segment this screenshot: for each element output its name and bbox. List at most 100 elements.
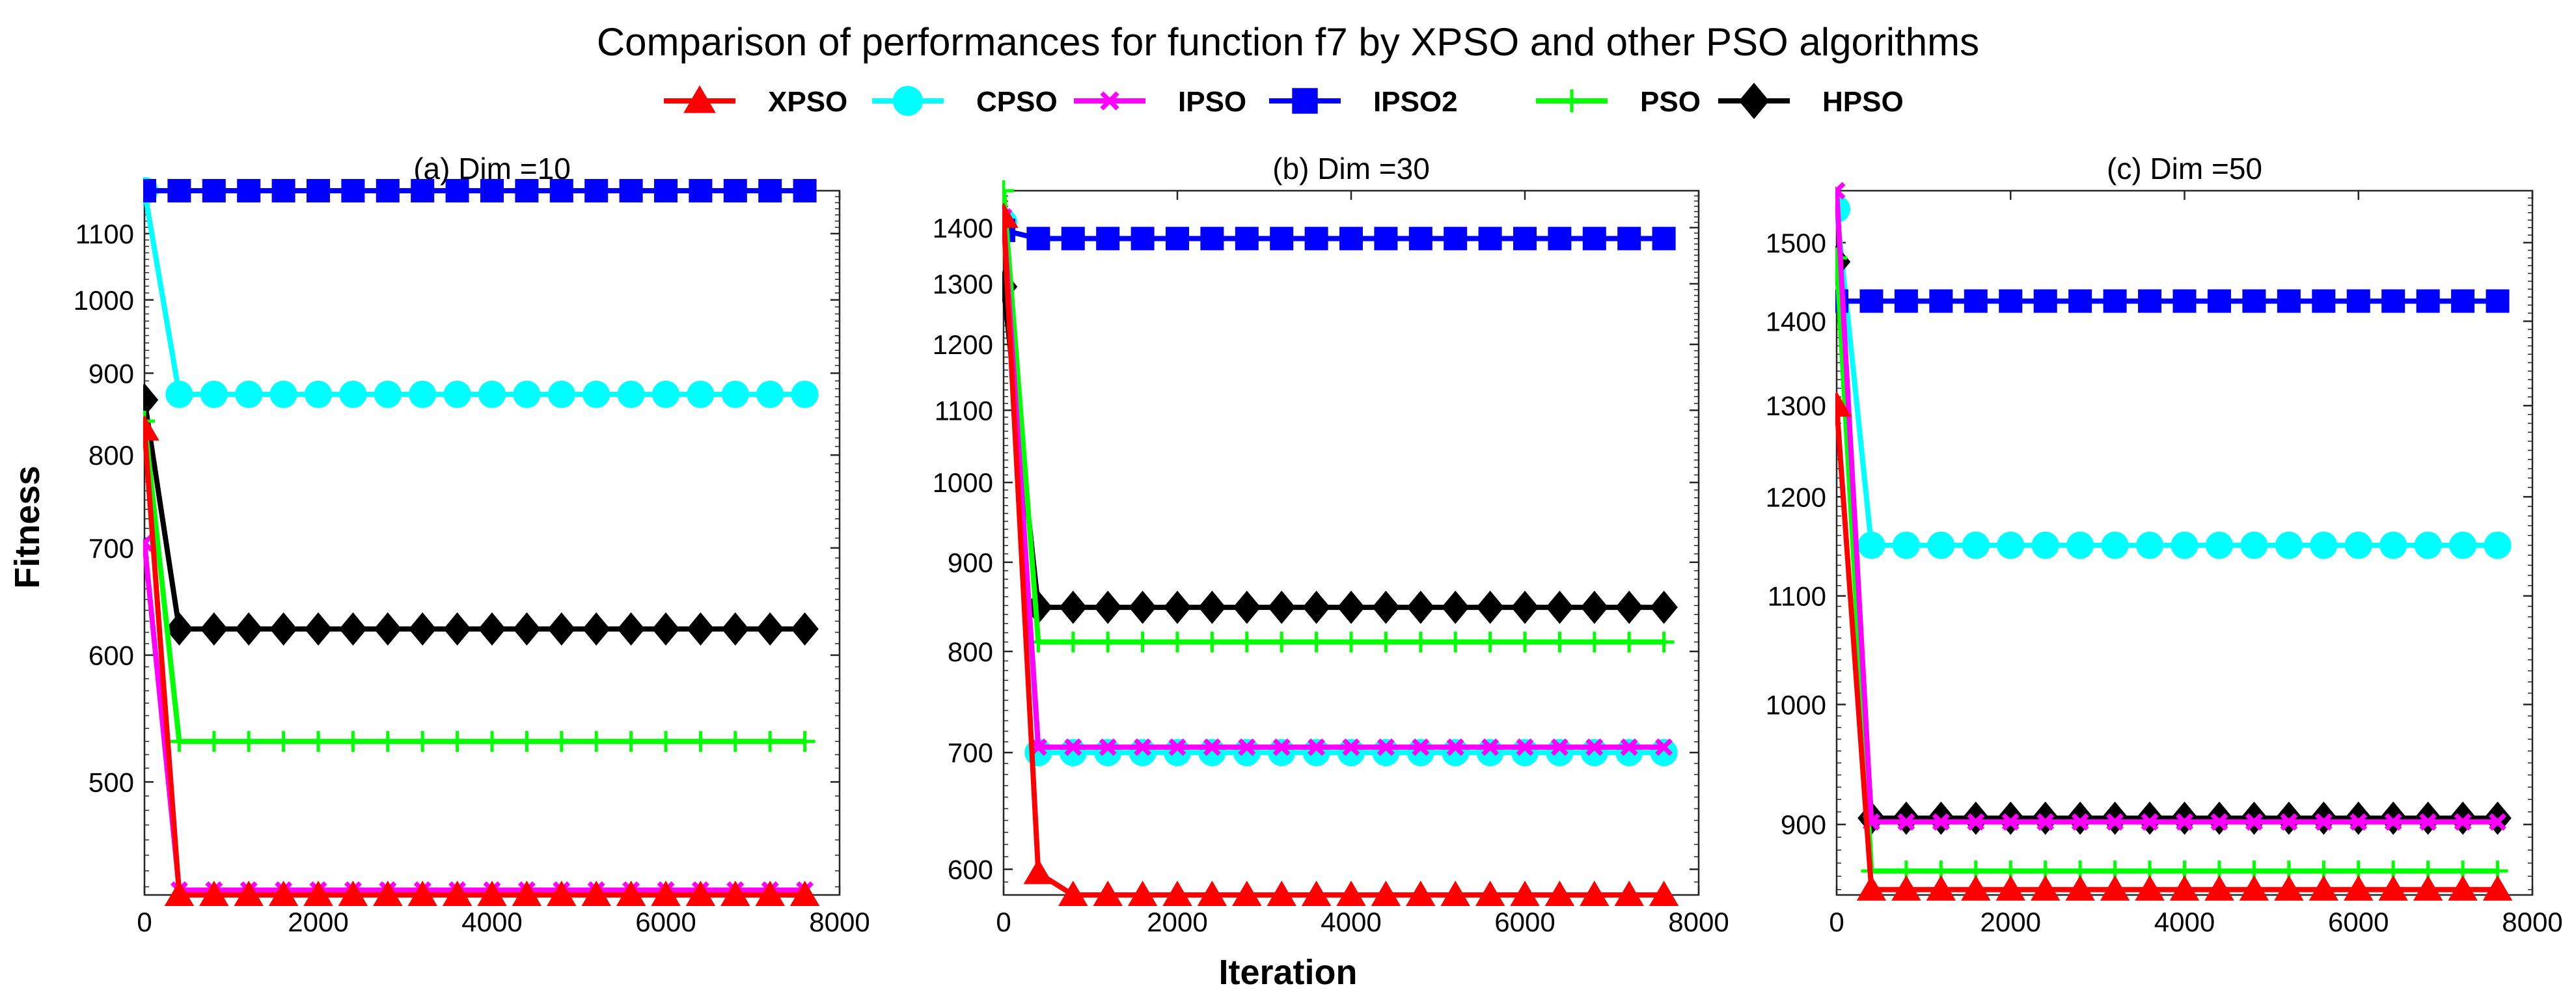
data-point-ipso2	[1235, 227, 1259, 251]
y-tick-label: 1200	[1766, 482, 1826, 512]
data-point-ipso2	[2346, 289, 2370, 313]
data-point-cpso	[1546, 739, 1574, 767]
legend-item-hpso: HPSO	[1718, 83, 1904, 119]
series-cpso	[143, 177, 819, 408]
data-point-ipso2	[584, 179, 609, 202]
y-tick-label: 1300	[933, 269, 993, 299]
data-point-ipso	[1272, 738, 1291, 756]
data-point-ipso2	[1026, 227, 1050, 251]
data-point-cpso	[165, 380, 193, 408]
data-point-ipso	[1446, 738, 1464, 756]
x-tick-label: 6000	[2328, 907, 2389, 937]
data-point-cpso	[1129, 739, 1157, 767]
data-point-hpso	[756, 612, 784, 646]
data-point-cpso	[1233, 739, 1261, 767]
data-point-pso	[1306, 631, 1327, 653]
data-point-xpso	[303, 881, 333, 906]
series-group	[1835, 182, 2513, 901]
data-point-hpso	[1093, 590, 1122, 624]
data-point-ipso2	[1478, 227, 1502, 251]
data-point-xpso	[2239, 875, 2269, 901]
series-xpso	[1002, 202, 1679, 906]
data-point-xpso	[512, 881, 542, 906]
data-point-ipso2	[1166, 227, 1189, 251]
data-point-xpso	[1127, 881, 1158, 906]
data-point-pso	[551, 731, 572, 752]
data-point-cpso	[2031, 531, 2059, 559]
data-point-pso	[203, 731, 225, 752]
y-tick-label: 1100	[935, 395, 993, 426]
data-point-pso	[169, 731, 190, 752]
data-point-xpso	[2309, 875, 2339, 901]
data-point-hpso	[1198, 590, 1226, 624]
series-line-ipso	[1835, 190, 2498, 825]
data-point-cpso	[409, 380, 437, 408]
y-tick-label: 1500	[1766, 228, 1826, 258]
data-point-xpso	[373, 881, 403, 906]
data-point-xpso	[1301, 881, 1332, 906]
data-point-ipso	[1550, 738, 1569, 756]
data-point-ipso2	[1652, 227, 1676, 251]
data-point-cpso	[2240, 531, 2268, 559]
data-point-ipso	[1238, 738, 1256, 756]
data-point-pso	[238, 731, 260, 752]
legend-label-hpso: HPSO	[1822, 86, 1904, 118]
data-point-ipso2	[2416, 289, 2440, 313]
data-point-pso	[655, 731, 676, 752]
data-point-ipso2	[2486, 289, 2510, 313]
data-point-xpso	[1995, 875, 2025, 901]
data-point-ipso2	[2138, 289, 2162, 313]
data-point-ipso2	[1894, 289, 1918, 313]
data-point-hpso	[408, 612, 437, 646]
data-point-hpso	[478, 612, 506, 646]
data-point-cpso	[582, 380, 610, 408]
legend-label-cpso: CPSO	[976, 86, 1058, 118]
data-point-xpso	[338, 881, 368, 906]
data-point-xpso	[1197, 881, 1227, 906]
data-point-ipso2	[2068, 289, 2092, 313]
data-point-ipso2	[1582, 227, 1606, 251]
data-point-cpso	[513, 380, 541, 408]
data-point-xpso	[1023, 859, 1054, 885]
x-tick-label: 6000	[1494, 907, 1555, 937]
data-point-ipso2	[237, 179, 261, 202]
data-point-hpso	[1059, 590, 1088, 624]
data-point-xpso	[1406, 881, 1436, 906]
data-point-ipso	[1134, 738, 1152, 756]
data-point-xpso	[143, 415, 159, 441]
legend-label-ipso: IPSO	[1178, 86, 1246, 118]
series-ipso2	[1835, 289, 2510, 313]
data-point-ipso	[2001, 813, 2020, 831]
data-point-cpso	[1476, 739, 1504, 767]
data-point-pso	[516, 731, 538, 752]
data-point-xpso	[1267, 881, 1296, 906]
data-point-ipso	[2384, 813, 2402, 831]
figure-title: Comparison of performances for function …	[597, 20, 1979, 64]
data-point-ipso	[2350, 813, 2368, 831]
x-tick-label: 0	[1829, 907, 1844, 937]
data-point-cpso	[1892, 531, 1920, 559]
data-point-hpso	[547, 612, 576, 646]
data-point-ipso	[1620, 738, 1638, 756]
y-tick-label: 500	[89, 767, 134, 797]
data-point-xpso	[407, 881, 437, 906]
data-point-pso	[1002, 180, 1014, 201]
data-point-ipso2	[1617, 227, 1641, 251]
x-axis-label: Iteration	[1218, 953, 1357, 992]
y-axis-label: Fitness	[8, 465, 47, 588]
y-tick-label: 700	[948, 737, 993, 768]
data-point-xpso	[2448, 875, 2478, 901]
data-point-xpso	[234, 881, 264, 906]
data-point-ipso2	[515, 179, 539, 202]
data-point-pso	[1549, 631, 1570, 653]
data-point-ipso	[1412, 738, 1430, 756]
data-point-ipso	[1377, 738, 1395, 756]
legend-label-pso: PSO	[1640, 86, 1701, 118]
data-point-ipso	[2106, 813, 2124, 831]
data-point-hpso	[1129, 590, 1157, 624]
data-point-ipso2	[2242, 289, 2266, 313]
legend-item-xpso: XPSO	[664, 85, 847, 118]
data-point-ipso	[143, 534, 154, 552]
data-point-ipso2	[307, 179, 330, 202]
data-point-ipso2	[2451, 289, 2475, 313]
